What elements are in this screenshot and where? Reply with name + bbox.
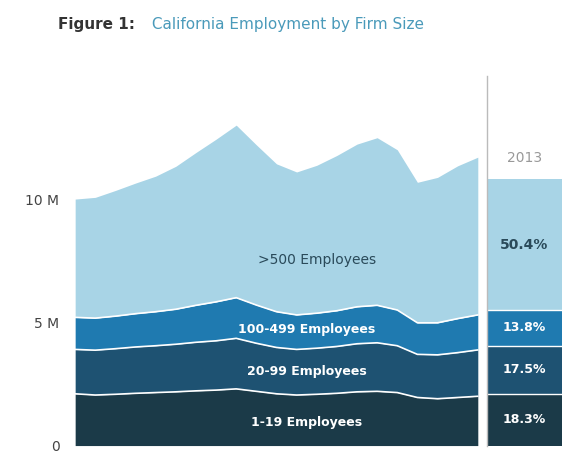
Bar (487, 310, 562, 346)
Text: 2013: 2013 (507, 151, 541, 164)
Text: 1-19 Employees: 1-19 Employees (251, 416, 362, 428)
Text: Figure 1:: Figure 1: (58, 17, 135, 32)
Text: >500 Employees: >500 Employees (257, 253, 376, 267)
Text: 20-99 Employees: 20-99 Employees (247, 365, 366, 378)
Bar (487, 346, 562, 394)
Bar (487, 179, 562, 310)
Text: 100-499 Employees: 100-499 Employees (238, 323, 376, 336)
Text: California Employment by Firm Size: California Employment by Firm Size (147, 17, 424, 32)
Text: 13.8%: 13.8% (502, 321, 546, 334)
Text: 17.5%: 17.5% (502, 363, 546, 376)
Text: 18.3%: 18.3% (502, 413, 546, 426)
Text: 50.4%: 50.4% (500, 237, 548, 252)
Bar (487, 394, 562, 446)
